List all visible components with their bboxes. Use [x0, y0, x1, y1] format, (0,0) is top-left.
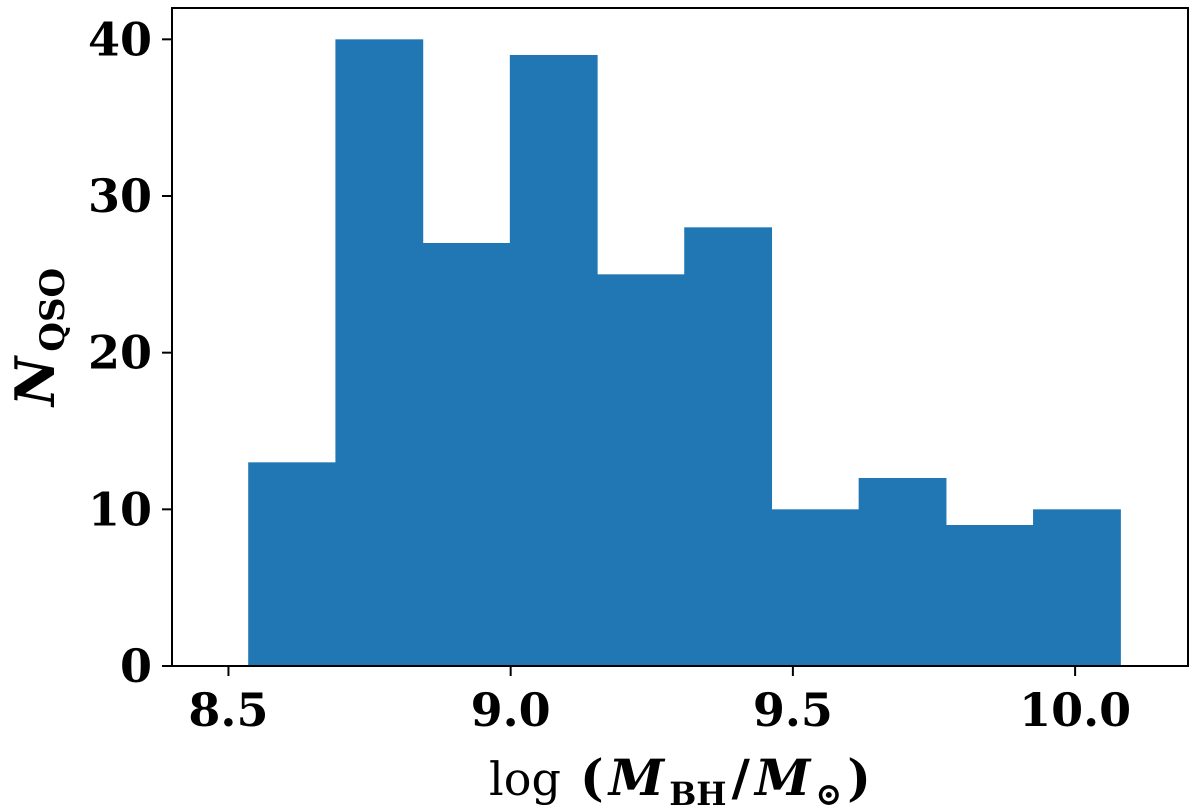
x-tick-label: 9.0	[471, 683, 551, 737]
x-axis-ticks: 8.5 9.0 9.5 10.0	[188, 666, 1131, 737]
x-axis-label-open-paren: (	[580, 748, 604, 807]
x-axis-label-bh-subscript: BH	[669, 775, 726, 811]
y-tick-label: 40	[88, 12, 152, 66]
y-axis-label-n: N	[3, 354, 67, 408]
histogram-bar	[335, 39, 424, 666]
x-axis-label-sun-subscript: ⊙	[815, 775, 842, 811]
y-tick-label: 20	[88, 326, 152, 380]
histogram-bar	[509, 55, 598, 666]
histogram-bar	[1033, 509, 1121, 666]
x-axis-label: log ( M BH / M ⊙ )	[489, 748, 871, 811]
histogram-bar	[597, 274, 685, 666]
histogram-bar	[858, 478, 947, 666]
histogram-bar	[684, 227, 773, 666]
x-axis-label-close-paren: )	[847, 748, 871, 807]
x-tick-label: 10.0	[1019, 683, 1131, 737]
x-axis-label-m: M	[607, 748, 666, 807]
y-axis-label-qso-subscript: QSO	[33, 268, 73, 352]
y-tick-label: 10	[88, 482, 152, 536]
plot-frame	[171, 7, 1189, 667]
y-axis-ticks: 0 10 20 30 40	[88, 12, 172, 693]
x-axis-label-log: log	[489, 752, 561, 806]
histogram-bar	[945, 525, 1034, 666]
x-axis-label-slash: /	[732, 748, 751, 807]
histogram-bar	[248, 462, 337, 666]
x-tick-label: 9.5	[753, 683, 833, 737]
x-tick-label: 8.5	[188, 683, 268, 737]
y-axis-label: N QSO	[3, 268, 73, 408]
histogram-bar	[422, 243, 511, 666]
x-axis-label-m2: M	[753, 748, 812, 807]
histogram-bar	[771, 509, 860, 666]
histogram-bars	[248, 39, 1121, 666]
y-tick-label: 30	[88, 169, 152, 223]
y-tick-label: 0	[120, 639, 152, 693]
